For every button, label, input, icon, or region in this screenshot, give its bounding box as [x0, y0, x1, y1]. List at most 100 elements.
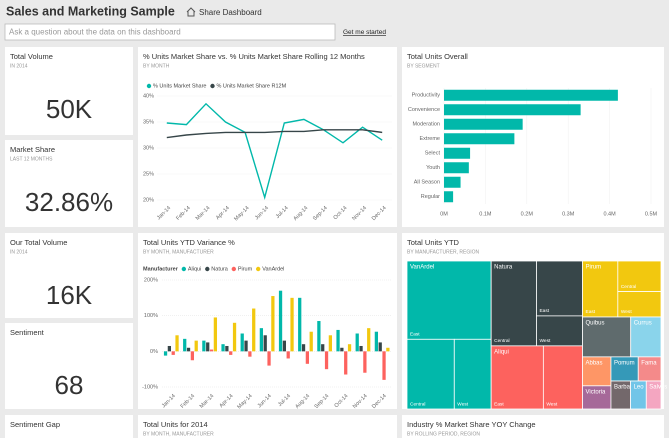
- treemap-cell: [536, 260, 583, 317]
- column: [240, 333, 244, 352]
- y-tick-label: -100%: [142, 384, 158, 390]
- tile: [138, 47, 397, 227]
- y-tick-label: Extreme: [420, 136, 440, 142]
- y-tick-label: 35%: [143, 119, 154, 125]
- x-tick-label: 0.1M: [479, 211, 492, 217]
- get-started-link[interactable]: Get me started: [343, 29, 386, 36]
- treemap-cell: [536, 315, 583, 347]
- tile-subtitle: BY ROLLING PERIOD, REGION: [407, 431, 480, 437]
- tile-subtitle: BY MONTH, MANUFACTURER: [143, 431, 214, 437]
- tile-title: Total Volume: [10, 52, 53, 61]
- region-label: East: [586, 309, 596, 315]
- legend-label: % Units Market Share R12M: [217, 83, 287, 89]
- tile-subtitle: LAST 12 MONTHS: [10, 156, 53, 162]
- legend-swatch: [210, 83, 215, 89]
- column: [248, 351, 252, 357]
- manufacturer-label: Quibus: [586, 321, 605, 327]
- column: [225, 345, 229, 352]
- legend-swatch: [205, 266, 210, 272]
- y-tick-label: All Season: [414, 180, 440, 186]
- column: [347, 344, 352, 352]
- column: [206, 342, 210, 352]
- y-tick-label: Convenience: [408, 107, 440, 113]
- y-tick-label: Productivity: [412, 93, 441, 99]
- x-tick-label: 0.4M: [603, 211, 616, 217]
- tile-subtitle: BY MANUFACTURER, REGION: [407, 249, 480, 255]
- tile-subtitle: BY SEGMENT: [407, 63, 440, 69]
- manufacturer-label: Barba: [614, 385, 631, 391]
- column: [221, 344, 225, 352]
- qa-placeholder: Ask a question about the data on this da…: [9, 28, 181, 37]
- tile: [138, 233, 397, 409]
- treemap-cell: [582, 260, 619, 318]
- column: [336, 329, 340, 352]
- treemap-cell: [582, 356, 612, 387]
- column: [167, 345, 172, 352]
- treemap-cell: [406, 260, 492, 340]
- tile-subtitle: BY MONTH, MANUFACTURER: [143, 249, 214, 255]
- tile: [138, 415, 397, 438]
- column: [194, 340, 198, 352]
- tile: [5, 140, 133, 227]
- manufacturer-label: Pirum: [586, 265, 602, 271]
- tile-subtitle: IN 2014: [10, 249, 28, 255]
- tile: [5, 233, 133, 318]
- manufacturer-label: Abbas: [586, 360, 603, 366]
- column: [290, 297, 294, 352]
- manufacturer-label: Natura: [494, 265, 513, 271]
- column: [324, 351, 329, 370]
- column: [286, 351, 290, 359]
- column: [186, 347, 191, 352]
- y-tick-label: Select: [425, 151, 441, 157]
- legend-label: Pirum: [238, 266, 253, 272]
- y-tick-label: 30%: [143, 145, 154, 151]
- region-label: West: [539, 338, 551, 344]
- bar: [444, 147, 471, 159]
- column: [282, 340, 287, 352]
- x-tick-label: 0M: [440, 211, 448, 217]
- region-label: Central: [494, 338, 509, 344]
- card-value: 16K: [46, 280, 93, 310]
- treemap-cell: [645, 380, 662, 410]
- y-tick-label: 25%: [143, 171, 154, 177]
- manufacturer-label: Aliqui: [494, 349, 509, 355]
- tile: [402, 415, 664, 438]
- y-tick-label: Moderation: [412, 122, 440, 128]
- tile-title: Total Units YTD: [407, 238, 460, 247]
- share-icon[interactable]: [186, 7, 196, 17]
- column: [213, 317, 218, 352]
- column: [190, 351, 195, 361]
- manufacturer-label: Victoria: [586, 389, 607, 395]
- y-tick-label: 0%: [150, 349, 158, 355]
- column: [301, 344, 306, 352]
- bar: [444, 162, 469, 174]
- bar: [444, 118, 523, 130]
- column: [305, 351, 310, 364]
- tile-title: Sentiment: [10, 328, 45, 337]
- y-tick-label: Youth: [426, 165, 440, 171]
- legend-label: % Units Market Share: [153, 83, 207, 89]
- tile-title: Industry % Market Share YOY Change: [407, 420, 536, 429]
- region-label: East: [539, 308, 549, 314]
- column: [252, 308, 256, 352]
- card-value: 32.86%: [25, 187, 113, 217]
- line-series: [166, 129, 383, 139]
- manufacturer-label: Salvus: [649, 385, 667, 391]
- region-label: West: [546, 401, 558, 407]
- column: [163, 351, 168, 356]
- tile-subtitle: IN 2014: [10, 63, 28, 69]
- column: [321, 344, 325, 352]
- bar: [444, 133, 515, 145]
- column: [259, 328, 264, 352]
- region-label: East: [410, 332, 420, 338]
- treemap-cell: [630, 316, 662, 358]
- y-tick-label: 20%: [143, 197, 154, 203]
- tile: [5, 323, 133, 409]
- qa-box[interactable]: [4, 23, 336, 41]
- line-series: [166, 102, 383, 200]
- tile-title: Total Units YTD Variance %: [143, 238, 235, 247]
- share-button[interactable]: Share Dashboard: [199, 8, 262, 17]
- column: [317, 321, 321, 352]
- manufacturer-label: Pomum: [614, 360, 635, 366]
